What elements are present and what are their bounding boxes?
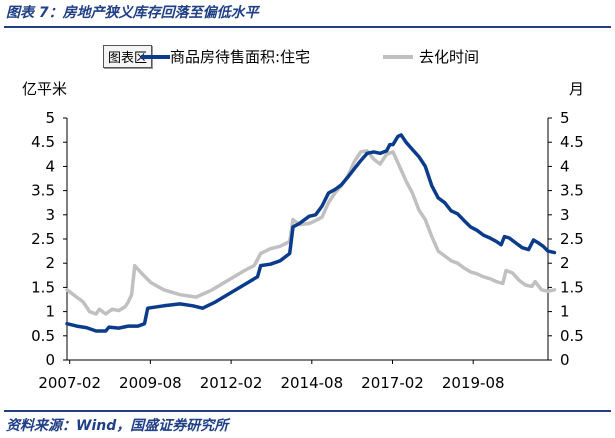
left-axis-tick-label: 4.5 <box>31 133 55 151</box>
left-axis-unit: 亿平米 <box>22 80 68 98</box>
source-rule <box>4 410 611 412</box>
right-axis-tick-label: 5 <box>560 109 570 127</box>
left-axis-tick-label: 2.5 <box>31 230 55 248</box>
right-axis-tick-label: 4.5 <box>560 133 584 151</box>
x-axis-tick-label: 2017-02 <box>361 374 424 392</box>
left-axis-tick-label: 3.5 <box>31 182 55 200</box>
figure-title: 图表 7：房地产狭义库存回落至偏低水平 <box>6 5 259 21</box>
legend-label-series-1: 商品房待售面积:住宅 <box>170 48 311 66</box>
title-rule <box>4 26 611 28</box>
left-axis-tick-label: 0.5 <box>31 327 55 345</box>
right-axis-tick-label: 3 <box>560 206 570 224</box>
legend-item-series-1: 商品房待售面积:住宅 <box>170 46 310 67</box>
right-axis-tick-label: 0 <box>560 351 570 369</box>
x-axis-tick-label: 2007-02 <box>38 374 101 392</box>
left-axis-tick-label: 1.5 <box>31 278 55 296</box>
left-axis-tick-label: 1 <box>45 303 55 321</box>
x-axis-tick-label: 2019-08 <box>442 374 505 392</box>
figure-source: 资料来源：Wind，国盛证券研究所 <box>6 418 229 434</box>
legend-swatch-series-2 <box>383 54 413 59</box>
right-axis-unit: 月 <box>569 80 585 98</box>
left-axis-tick-label: 5 <box>45 109 55 127</box>
x-axis-tick-label: 2014-08 <box>280 374 343 392</box>
left-axis-tick-label: 4 <box>45 157 55 175</box>
right-axis-tick-label: 1 <box>560 303 570 321</box>
legend-label-series-2: 去化时间 <box>419 48 480 66</box>
right-axis-tick-label: 1.5 <box>560 278 584 296</box>
x-axis-tick-label: 2009-08 <box>119 374 182 392</box>
right-axis-tick-label: 2.5 <box>560 230 584 248</box>
series-line-1 <box>65 133 557 333</box>
x-axis-tick-label: 2012-02 <box>200 374 263 392</box>
left-axis-tick-label: 0 <box>45 351 55 369</box>
left-axis-tick-label: 3 <box>45 206 55 224</box>
chart-area-badge: 图表区 <box>103 45 153 68</box>
left-axis-tick-label: 2 <box>45 254 55 272</box>
right-axis-tick-label: 0.5 <box>560 327 584 345</box>
right-axis-tick-label: 2 <box>560 254 570 272</box>
right-axis-tick-label: 4 <box>560 157 570 175</box>
legend-item-series-2: 去化时间 <box>383 46 479 67</box>
right-axis-tick-label: 3.5 <box>560 182 584 200</box>
